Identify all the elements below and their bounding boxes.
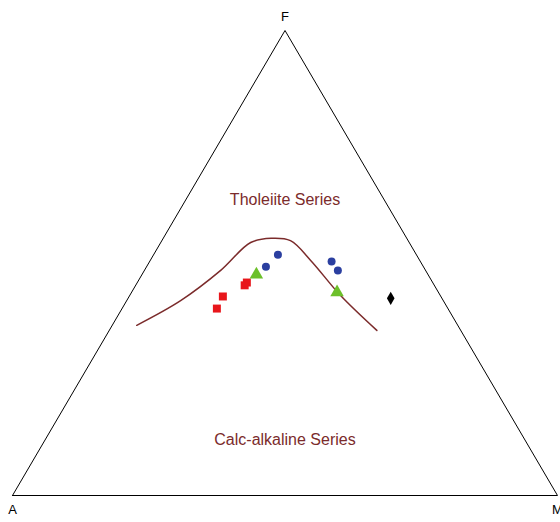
svg-text:F: F [281,9,289,24]
svg-text:Calc-alkaline Series: Calc-alkaline Series [214,431,355,448]
svg-text:Tholeiite Series: Tholeiite Series [230,191,340,208]
svg-text:M: M [552,502,560,517]
svg-text:A: A [8,502,17,517]
